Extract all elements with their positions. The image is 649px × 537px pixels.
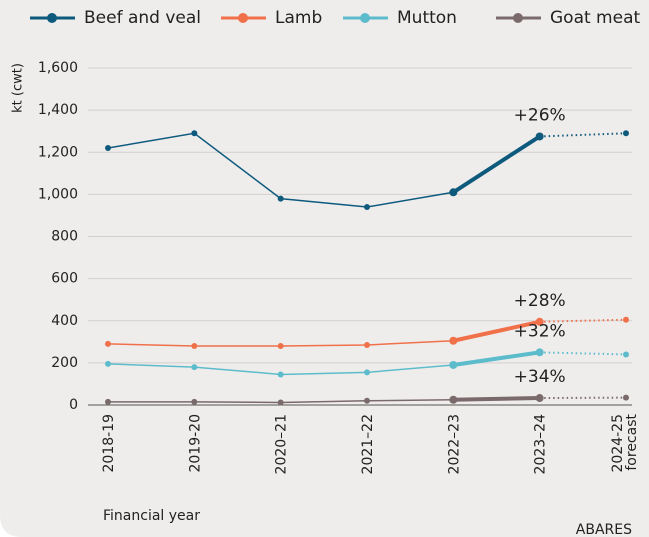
legend-label: Lamb — [275, 8, 322, 28]
x-axis-label: Financial year — [103, 508, 200, 524]
line-forecast — [539, 351, 627, 356]
legend-label: Goat meat — [550, 8, 640, 28]
annotation: +28% — [514, 291, 566, 311]
x-tick-label: 2022–23 — [446, 414, 462, 474]
point — [191, 343, 198, 350]
annotation: +26% — [514, 105, 566, 125]
y-tick-label: 1,200 — [38, 144, 78, 160]
line-highlight — [452, 134, 541, 194]
y-tick-label: 800 — [51, 229, 78, 245]
line-highlight — [453, 350, 540, 367]
point — [449, 360, 458, 369]
point — [623, 316, 629, 323]
point — [277, 195, 284, 202]
point — [364, 369, 370, 376]
line-highlight — [452, 319, 541, 343]
legend-label: Beef and veal — [84, 8, 201, 28]
point — [277, 343, 284, 350]
point — [105, 340, 111, 347]
point — [105, 360, 111, 367]
y-tick-label: 400 — [51, 313, 78, 329]
x-tick-label: 2020–21 — [274, 414, 290, 474]
legend-marker — [238, 13, 248, 23]
point — [535, 317, 544, 326]
y-axis-label: kt (cwt) — [11, 63, 26, 113]
y-tick-label: 200 — [51, 355, 78, 371]
point — [364, 341, 370, 348]
source: ABARES — [576, 522, 632, 537]
point — [364, 397, 370, 404]
legend-marker — [513, 13, 523, 23]
line-forecast — [539, 132, 627, 138]
legend-label: Mutton — [397, 8, 457, 28]
line-forecast — [539, 318, 627, 323]
point — [623, 351, 629, 358]
y-tick-label: 1,600 — [38, 60, 78, 76]
point — [535, 132, 544, 141]
annotation: +34% — [514, 367, 566, 387]
point — [449, 336, 458, 345]
point — [277, 371, 284, 378]
y-tick-label: 1,000 — [38, 186, 78, 202]
legend-marker — [47, 13, 57, 23]
point — [535, 348, 544, 357]
point — [623, 130, 629, 137]
x-tick-label: 2024-25 forecast — [610, 414, 640, 476]
point — [364, 204, 370, 211]
x-tick-label: 2019-20 — [187, 414, 203, 473]
y-tick-label: 600 — [51, 271, 78, 287]
point — [105, 145, 111, 152]
legend-marker — [360, 13, 370, 23]
point — [623, 394, 629, 401]
annotation: +32% — [514, 321, 566, 341]
point — [191, 398, 198, 405]
point — [191, 130, 198, 137]
x-tick-label: 2018-19 — [101, 414, 117, 473]
y-tick-label: 1,400 — [38, 102, 78, 118]
point — [105, 398, 111, 405]
point — [277, 399, 284, 406]
line-highlight — [453, 396, 540, 402]
point — [191, 364, 198, 371]
point — [449, 395, 458, 404]
x-tick-label: 2023–24 — [533, 414, 549, 475]
point — [535, 394, 544, 403]
y-tick-label: 0 — [69, 397, 78, 413]
point — [449, 188, 458, 197]
x-tick-label: 2021–22 — [360, 414, 376, 474]
